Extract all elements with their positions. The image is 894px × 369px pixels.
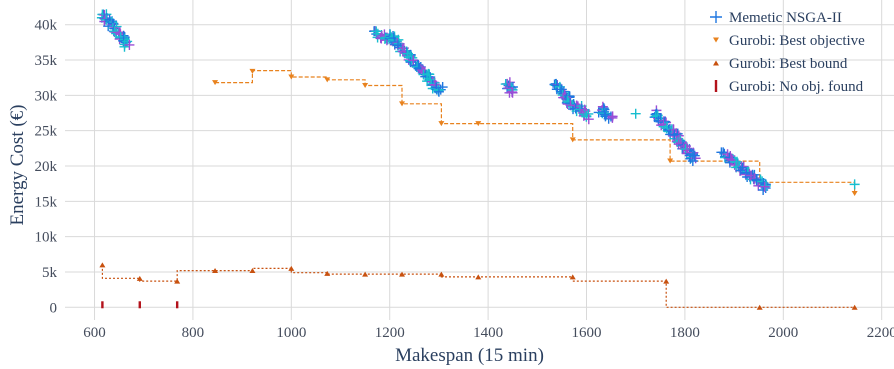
- x-tick-label: 2000: [768, 325, 798, 341]
- y-tick-label: 35k: [35, 53, 58, 69]
- best-bound-point: [362, 271, 369, 277]
- y-axis: 0 5k 10k 15k 20k 25k 30k 35k 40k: [35, 18, 58, 317]
- y-tick-label: 25k: [35, 124, 58, 140]
- nsga-point: [689, 150, 700, 161]
- best-objective-point: [569, 137, 576, 143]
- data-points: [96, 9, 860, 310]
- legend-label: Gurobi: Best bound: [729, 56, 848, 72]
- best-bound-point: [438, 271, 445, 277]
- legend-marker-best-bound: [713, 60, 719, 66]
- nsga-point: [675, 137, 686, 148]
- x-axis-title: Makespan (15 min): [395, 345, 544, 366]
- nsga-point: [119, 41, 130, 52]
- y-tick-label: 15k: [35, 194, 58, 210]
- best-bound-point: [569, 274, 576, 280]
- nsga-point: [749, 173, 760, 184]
- best-bound-point: [99, 262, 106, 268]
- best-objective-point: [475, 121, 482, 127]
- x-axis: 600 800 1000 1200 1400 1600 1800 2000 2200: [83, 325, 894, 341]
- best-bound-point: [475, 274, 482, 280]
- nsga-point: [630, 108, 641, 119]
- no-obj-found-point: [138, 301, 141, 309]
- nsga-point: [507, 87, 518, 98]
- nsga-point: [556, 84, 567, 95]
- y-tick-label: 5k: [42, 265, 58, 281]
- y-axis-title: Energy Cost (€): [7, 104, 28, 225]
- best-objective-point: [851, 191, 858, 197]
- best-objective-point: [324, 77, 331, 83]
- best-objective-point: [667, 158, 674, 164]
- legend-label: Memetic NSGA-II: [729, 10, 842, 26]
- best-bound-point: [212, 268, 219, 274]
- best-bound-point: [851, 304, 858, 310]
- x-tick-label: 600: [83, 325, 106, 341]
- best-objective-point: [288, 74, 295, 80]
- no-obj-found-point: [101, 301, 104, 309]
- step-lines: [101, 70, 856, 308]
- nsga-point: [124, 39, 135, 50]
- nsga-point: [103, 21, 114, 32]
- grid-lines: [65, 0, 894, 320]
- nsga-point: [732, 156, 743, 167]
- nsga-point: [397, 46, 408, 57]
- nsga-point: [718, 147, 729, 158]
- y-tick-label: 20k: [35, 159, 58, 175]
- y-tick-label: 40k: [35, 18, 58, 34]
- x-tick-label: 1200: [375, 325, 405, 341]
- nsga-point: [751, 175, 762, 186]
- x-tick-label: 1600: [572, 325, 602, 341]
- legend: Memetic NSGA-II Gurobi: Best objective Gur…: [710, 10, 865, 95]
- nsga-point: [687, 156, 698, 167]
- y-tick-label: 30k: [35, 88, 58, 104]
- best-bound-point: [663, 278, 670, 284]
- nsga-point: [371, 26, 382, 37]
- best-objective-step-line: [215, 70, 856, 194]
- best-bound-point: [288, 265, 295, 271]
- x-tick-label: 1000: [276, 325, 306, 341]
- best-objective-point: [399, 101, 406, 107]
- best-objective-point: [438, 121, 445, 127]
- best-objective-point: [212, 80, 219, 86]
- x-tick-label: 1400: [473, 325, 503, 341]
- y-tick-label: 0: [50, 300, 58, 316]
- legend-marker-best-objective: [713, 37, 719, 43]
- best-bound-point: [174, 278, 181, 284]
- x-tick-label: 800: [182, 325, 205, 341]
- nsga-point: [759, 181, 770, 192]
- nsga-point: [433, 86, 444, 97]
- best-bound-point: [249, 268, 256, 274]
- best-bound-point: [324, 270, 331, 276]
- nsga-point: [669, 129, 680, 140]
- best-bound-step-line: [101, 264, 855, 308]
- legend-marker-no-obj: [714, 80, 718, 92]
- best-bound-point: [399, 271, 406, 277]
- best-objective-point: [249, 68, 256, 74]
- best-objective-point: [362, 82, 369, 88]
- best-bound-point: [136, 275, 143, 281]
- no-obj-found-point: [175, 301, 179, 309]
- nsga-point: [583, 114, 594, 125]
- x-tick-label: 1800: [670, 325, 700, 341]
- nsga-point: [109, 26, 120, 37]
- y-tick-label: 10k: [35, 230, 58, 246]
- best-bound-point: [756, 304, 763, 310]
- nsga-point: [607, 111, 618, 122]
- legend-label: Gurobi: Best objective: [729, 33, 865, 49]
- legend-label: Gurobi: No obj. found: [729, 79, 864, 95]
- legend-marker-nsga: [710, 11, 722, 23]
- nsga-point: [408, 55, 419, 66]
- x-tick-label: 2200: [867, 325, 894, 341]
- nsga-point: [849, 179, 860, 190]
- nsga-point: [760, 180, 771, 191]
